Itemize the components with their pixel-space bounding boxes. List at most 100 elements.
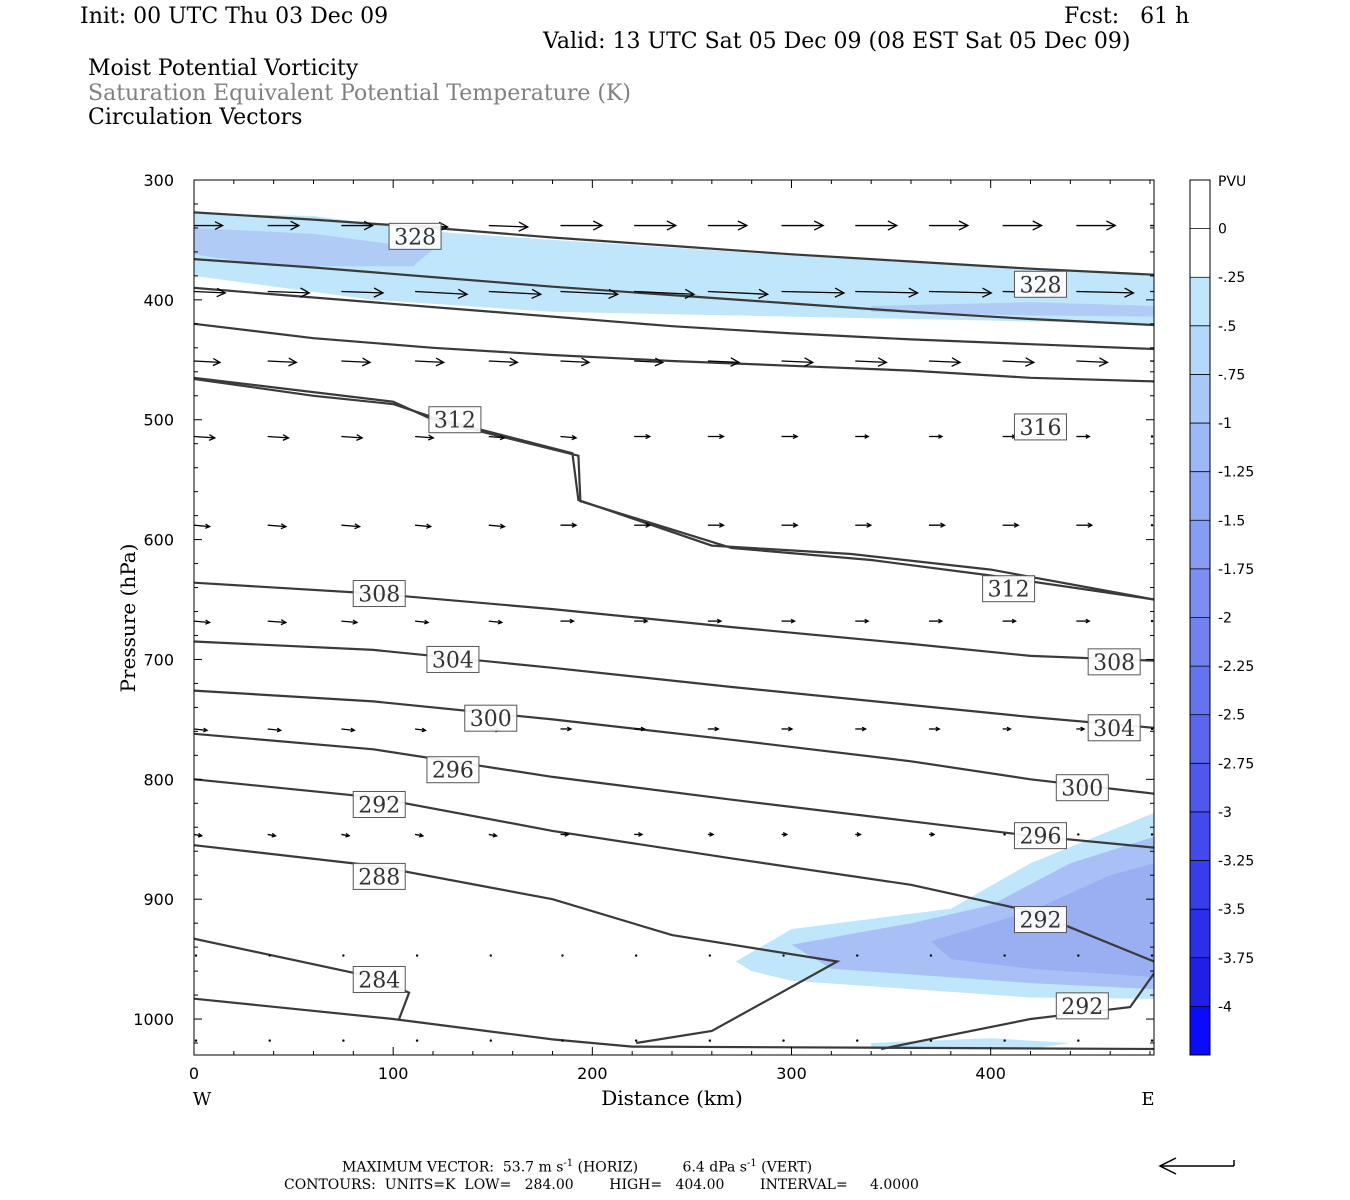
contour-label: 328 <box>1013 270 1067 298</box>
wind-vector <box>341 357 372 367</box>
contour-label-box <box>1013 270 1067 298</box>
init-time: Init: 00 UTC Thu 03 Dec 09 <box>80 4 389 29</box>
contour-label-box <box>428 406 482 434</box>
contour-label-text: 296 <box>1019 825 1061 850</box>
wind-vector-shaft <box>855 290 918 294</box>
colorbar-title: PVU <box>1218 174 1246 190</box>
contour-label-box <box>1087 648 1141 676</box>
wind-vector <box>928 726 941 732</box>
wind-vector-head <box>1080 726 1086 732</box>
wind-vector <box>1002 434 1018 439</box>
wind-vector <box>1150 619 1154 623</box>
wind-vector-head <box>564 832 570 837</box>
wind-vector-head <box>208 434 217 441</box>
wind-vector-head <box>792 522 799 528</box>
wind-vector <box>781 287 846 298</box>
wind-vector <box>928 357 962 367</box>
wind-vector <box>707 357 741 367</box>
wind-vector-head <box>1098 357 1109 367</box>
wind-vector <box>781 832 789 837</box>
wind-vector-head <box>435 357 446 367</box>
wind-vector <box>488 357 519 367</box>
wind-vector-head <box>424 619 430 625</box>
wind-vector-head <box>737 220 749 231</box>
colorbar-swatch <box>1190 763 1210 813</box>
colorbar-swatch <box>1190 1006 1210 1056</box>
y-tick-label: 300 <box>143 171 174 190</box>
contour-line-296 <box>194 732 1154 849</box>
wind-vector-head <box>497 619 504 625</box>
wind-vector-head <box>580 357 591 367</box>
wind-vector <box>194 434 217 441</box>
colorbar-label: -.5 <box>1218 319 1236 335</box>
colorbar-swatch <box>1190 180 1210 230</box>
wind-vector <box>1002 220 1044 231</box>
wind-vector <box>488 523 506 529</box>
x-axis-label: Distance (km) <box>601 1086 743 1110</box>
colorbar-swatch <box>1190 471 1210 521</box>
wind-vector <box>1149 360 1154 362</box>
wind-vector-head <box>958 220 970 231</box>
wind-vector-head <box>938 434 944 439</box>
contour-label-box <box>426 645 480 673</box>
wind-vector-shaft <box>194 620 210 624</box>
wind-vector <box>415 434 435 441</box>
wind-vector <box>194 357 222 367</box>
wind-vector <box>341 523 362 530</box>
wind-vector <box>415 1039 419 1042</box>
wind-vector-head <box>499 434 506 441</box>
contour-label-text: 292 <box>358 793 400 818</box>
contour-label-box <box>1013 906 1067 934</box>
wind-vector-shaft <box>781 360 813 364</box>
colorbar-label: -1.75 <box>1218 562 1254 578</box>
contour-label-text: 312 <box>434 409 476 434</box>
contour-label: 312 <box>982 575 1036 603</box>
wind-vector-head <box>803 357 815 367</box>
colorbar-swatch <box>1190 374 1210 424</box>
wind-vector <box>707 618 723 624</box>
pv-shade-region-1 <box>194 227 433 267</box>
wind-vector-head <box>205 619 212 625</box>
wind-vector <box>488 221 530 232</box>
contour-line-320 <box>194 286 1154 351</box>
wind-vector-head <box>717 618 723 624</box>
wind-vector <box>267 220 301 231</box>
colorbar-label: -2 <box>1218 611 1232 627</box>
wind-vector-head <box>714 726 720 732</box>
wind-vector <box>414 727 427 733</box>
contour-line-328 <box>194 211 1154 276</box>
contour-label: 316 <box>1013 413 1067 441</box>
wind-vector <box>267 287 311 298</box>
wind-vector-head <box>782 832 789 837</box>
x-tick-label: 100 <box>378 1064 409 1083</box>
wind-vector <box>415 619 430 625</box>
wind-vector <box>708 954 712 957</box>
field-title-pv: Moist Potential Vorticity <box>88 56 359 81</box>
wind-vector <box>782 954 785 957</box>
wind-vector-head <box>1011 618 1018 624</box>
wind-vector-head <box>887 220 899 231</box>
colorbar-swatch <box>1190 423 1210 473</box>
wind-vector <box>489 1039 492 1042</box>
wind-vector <box>1077 833 1080 836</box>
wind-vector-shaft <box>1076 290 1134 294</box>
contour-label-box <box>352 862 406 890</box>
wind-vector <box>560 832 570 837</box>
wind-vector <box>929 954 933 957</box>
wind-vector-head <box>640 726 647 732</box>
wind-vector-head <box>531 288 543 299</box>
wind-vector-head <box>666 220 678 231</box>
wind-vector-head <box>492 832 499 838</box>
axes-layer: 300 400 500 600 700 800 900 1000 0 100 200 300 400 <box>133 171 1154 1083</box>
contour-label: 312 <box>428 406 482 434</box>
wind-vector-head <box>457 288 469 299</box>
contour-label-text: 292 <box>1019 909 1061 934</box>
wind-vector-head <box>216 287 227 298</box>
wind-vector-head <box>645 433 652 440</box>
wind-vector <box>855 832 862 837</box>
contour-label-box <box>1087 714 1141 742</box>
wind-vector-head <box>790 618 797 624</box>
wind-vector-head <box>856 832 862 837</box>
contour-label-box <box>388 222 442 250</box>
wind-vector-head <box>813 220 825 231</box>
